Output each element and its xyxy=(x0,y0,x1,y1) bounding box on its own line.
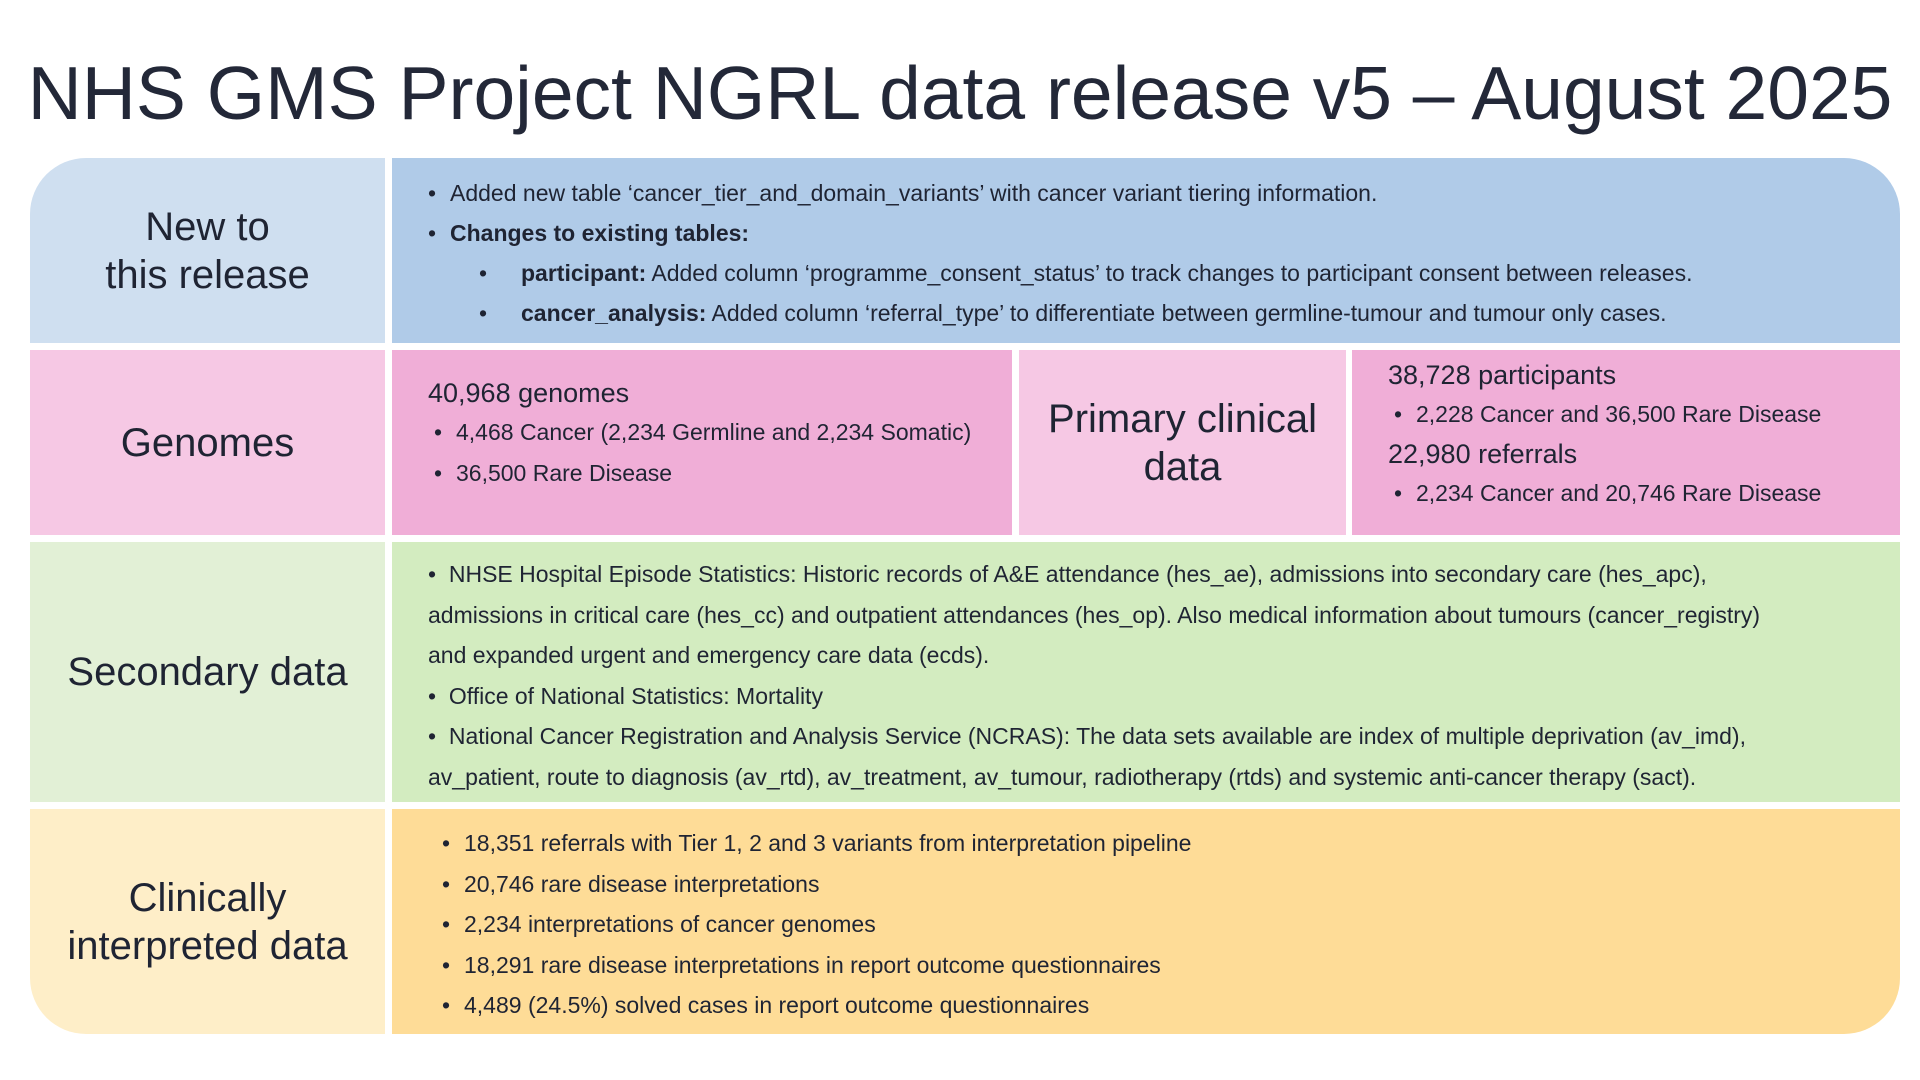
new-release-label-line2: this release xyxy=(105,252,310,297)
sub2-bold: cancer_analysis: xyxy=(521,300,707,326)
list-item: Changes to existing tables: xyxy=(428,213,1900,253)
new-release-item2: Changes to existing tables: xyxy=(450,220,750,246)
primary-clinical-label: Primary clinical data xyxy=(1019,350,1346,535)
page-title: NHS GMS Project NGRL data release v5 – A… xyxy=(27,51,1893,135)
list-item: 2,234 Cancer and 20,746 Rare Disease xyxy=(1394,473,1900,514)
list-item: participant: Added column ‘programme_con… xyxy=(479,253,1900,293)
primary-clinical-label-line1: Primary clinical xyxy=(1048,396,1317,441)
new-release-content: Added new table ‘cancer_tier_and_domain_… xyxy=(392,158,1900,343)
genomes-content: 40,968 genomes 4,468 Cancer (2,234 Germl… xyxy=(392,350,1012,535)
list-item: Added new table ‘cancer_tier_and_domain_… xyxy=(428,173,1900,213)
genomes-label: Genomes xyxy=(30,350,385,535)
list-item: 2,234 interpretations of cancer genomes xyxy=(442,904,1900,945)
primary-clinical-content: 38,728 participants 2,228 Cancer and 36,… xyxy=(1352,350,1900,535)
secondary-data-content: • NHSE Hospital Episode Statistics: Hist… xyxy=(392,542,1900,802)
secondary-para3-line2: av_patient, route to diagnosis (av_rtd),… xyxy=(428,763,1697,790)
list-item: 2,228 Cancer and 36,500 Rare Disease xyxy=(1394,394,1900,435)
secondary-para1-line1: NHSE Hospital Episode Statistics: Histor… xyxy=(448,561,1707,587)
referrals-total: 22,980 referrals xyxy=(1388,439,1578,469)
new-release-label-line1: New to xyxy=(145,204,270,249)
sub1-text: Added column ‘programme_consent_status’ … xyxy=(646,260,1693,286)
genomes-total: 40,968 genomes xyxy=(428,378,630,408)
new-release-label: New to this release xyxy=(30,158,385,343)
participants-list: 2,228 Cancer and 36,500 Rare Disease xyxy=(1388,394,1900,435)
clinical-label-line1: Clinically xyxy=(128,875,287,920)
secondary-para1-line2: admissions in critical care (hes_cc) and… xyxy=(428,601,1761,628)
list-item: 18,351 referrals with Tier 1, 2 and 3 va… xyxy=(442,823,1900,864)
new-release-item1: Added new table ‘cancer_tier_and_domain_… xyxy=(450,180,1378,206)
list-item: cancer_analysis: Added column ‘referral_… xyxy=(479,293,1900,333)
clinical-content: 18,351 referrals with Tier 1, 2 and 3 va… xyxy=(392,809,1900,1034)
referrals-list: 2,234 Cancer and 20,746 Rare Disease xyxy=(1388,473,1900,514)
sub2-text: Added column ‘referral_type’ to differen… xyxy=(706,300,1667,326)
clinical-label-line2: interpreted data xyxy=(67,923,348,968)
secondary-para1-line3: and expanded urgent and emergency care d… xyxy=(428,642,990,668)
list-item: 4,489 (24.5%) solved cases in report out… xyxy=(442,985,1900,1026)
primary-clinical-label-line2: data xyxy=(1143,444,1222,489)
list-item: 36,500 Rare Disease xyxy=(434,453,1012,494)
secondary-data-label: Secondary data xyxy=(30,542,385,802)
secondary-para2: • Office of National Statistics: Mortali… xyxy=(428,682,823,709)
clinical-label: Clinically interpreted data xyxy=(30,809,385,1034)
new-release-list: Added new table ‘cancer_tier_and_domain_… xyxy=(428,173,1900,253)
secondary-para3: • National Cancer Registration and Analy… xyxy=(428,723,1746,749)
list-item: 20,746 rare disease interpretations xyxy=(442,864,1900,905)
secondary-para2-text: Office of National Statistics: Mortality xyxy=(448,682,823,709)
list-item: 18,291 rare disease interpretations in r… xyxy=(442,945,1900,986)
list-item: 4,468 Cancer (2,234 Germline and 2,234 S… xyxy=(434,412,1012,453)
secondary-para3-line1: National Cancer Registration and Analysi… xyxy=(448,723,1746,749)
genomes-list: 4,468 Cancer (2,234 Germline and 2,234 S… xyxy=(428,412,1012,494)
new-release-sublist: participant: Added column ‘programme_con… xyxy=(450,253,1900,333)
sub1-bold: participant: xyxy=(521,260,647,286)
clinical-list: 18,351 referrals with Tier 1, 2 and 3 va… xyxy=(442,823,1900,1026)
participants-total: 38,728 participants xyxy=(1388,360,1617,390)
secondary-para1: • NHSE Hospital Episode Statistics: Hist… xyxy=(428,561,1707,587)
